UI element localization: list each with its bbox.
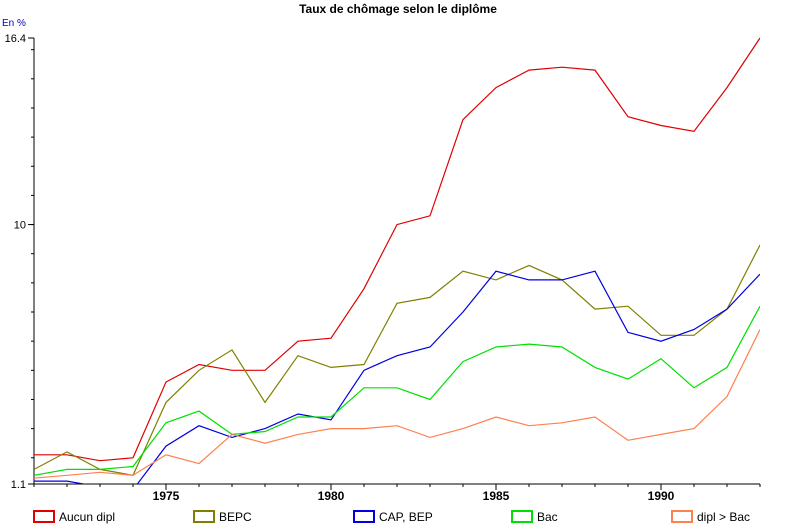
legend-label: BEPC [219,510,252,524]
y-tick-label: 1.1 [11,479,26,491]
series-line [34,270,760,484]
x-tick-label: 1990 [648,489,675,503]
legend: Aucun dipl BEPC CAP, BEP Bac dipl > Bac [33,510,750,524]
x-tick-label: 1985 [483,489,510,503]
y-tick-label: 10 [14,220,26,232]
legend-swatch [671,510,693,523]
y-tick-label: 16.4 [5,33,26,45]
x-tick-label: 1975 [153,489,180,503]
series-line [34,329,760,479]
series-line [34,37,760,462]
legend-swatch [193,510,215,523]
legend-swatch [511,510,533,523]
series-line [34,305,760,476]
x-tick-label: 1980 [318,489,345,503]
legend-swatch [353,510,375,523]
unit-label: En % [2,18,26,29]
legend-swatch [33,510,55,523]
series-lines [34,37,760,484]
legend-label: dipl > Bac [697,510,750,524]
legend-label: Bac [537,510,558,524]
chart-title: Taux de chômage selon le diplôme [299,2,497,16]
legend-label: CAP, BEP [379,510,433,524]
legend-label: Aucun dipl [59,510,115,524]
series-line [34,244,760,476]
axes: 1975 1980 1985 1990 1.1 10 16.4 [5,33,761,503]
